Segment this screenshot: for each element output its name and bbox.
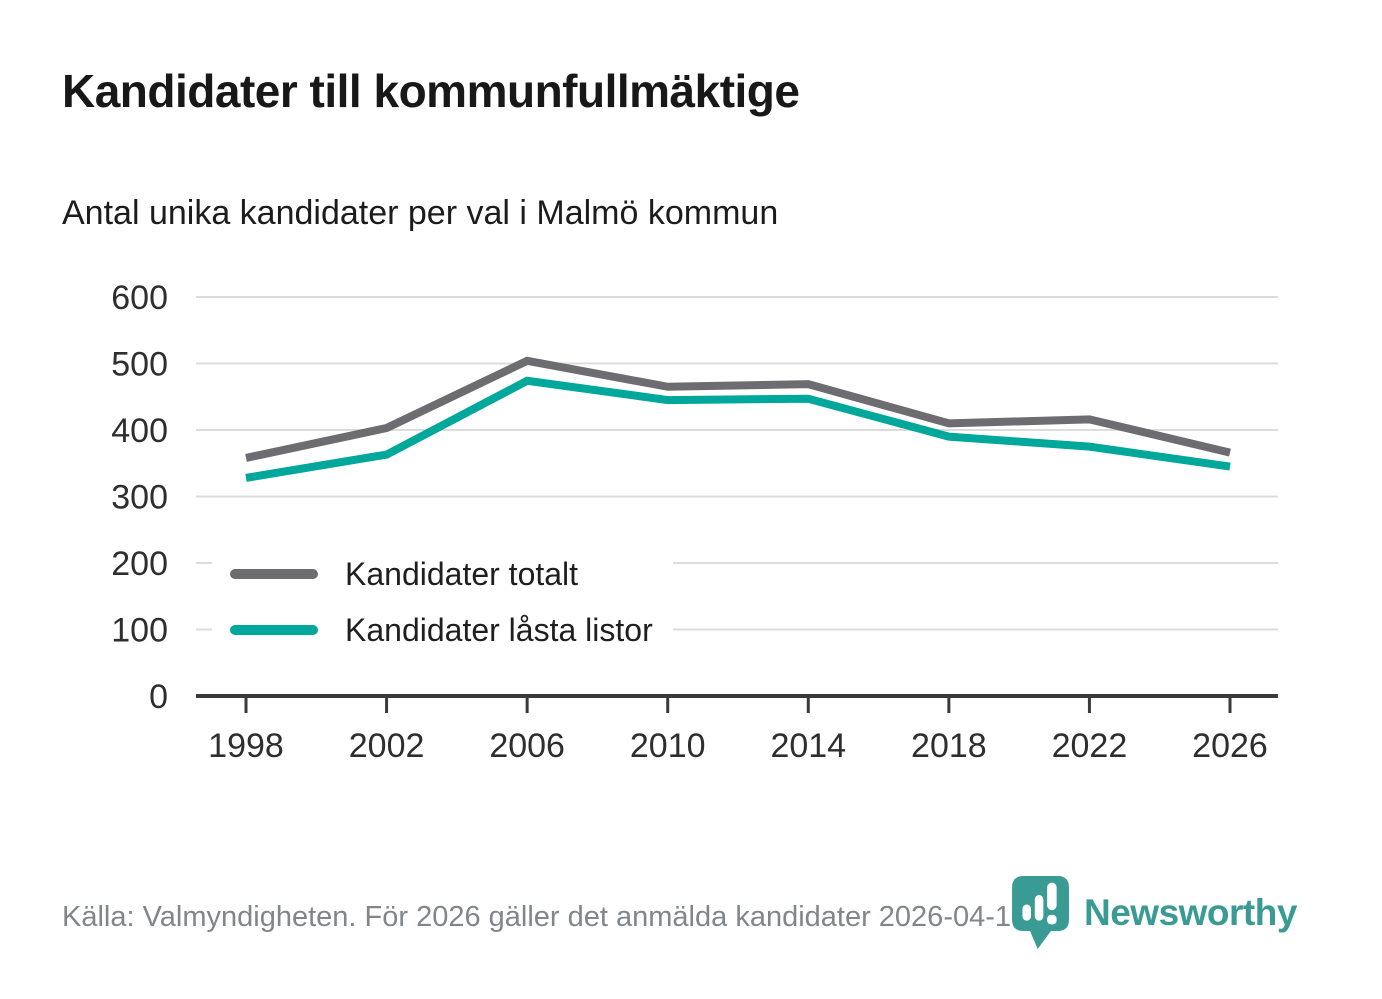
y-axis-tick-label: 400 (111, 412, 168, 450)
x-axis-tick-label: 1998 (208, 727, 284, 765)
x-axis-tick-label: 2002 (349, 727, 425, 765)
chart-subtitle: Antal unika kandidater per val i Malmö k… (62, 194, 779, 232)
legend-line-swatch-total (230, 569, 318, 579)
y-axis-tick-label: 0 (149, 678, 168, 716)
legend-label-total: Kandidater totalt (345, 556, 579, 592)
series-line-0 (245, 356, 1231, 462)
legend-item-locked-lists: Kandidater låsta listor (230, 611, 653, 649)
legend-item-total: Kandidater totalt (230, 555, 653, 593)
newsworthy-wordmark: Newsworthy (1084, 892, 1297, 933)
x-axis-tick-label: 2022 (1052, 727, 1128, 765)
series-line-1 (245, 376, 1231, 482)
y-axis-tick-label: 300 (111, 479, 168, 517)
y-axis-tick-label: 500 (111, 346, 168, 384)
x-axis-tick-label: 2018 (911, 727, 987, 765)
legend-label-locked-lists: Kandidater låsta listor (345, 612, 653, 648)
page-title: Kandidater till kommunfullmäktige (62, 65, 800, 117)
newsworthy-pin-icon (1012, 876, 1069, 950)
x-axis-tick-label: 2010 (630, 727, 706, 765)
x-axis-tick-label: 2026 (1192, 727, 1268, 765)
y-axis-tick-label: 100 (111, 612, 168, 650)
chart-legend: Kandidater totalt Kandidater låsta listo… (212, 547, 673, 659)
x-axis-tick-label: 2014 (770, 727, 846, 765)
source-note: Källa: Valmyndigheten. För 2026 gäller d… (62, 901, 1036, 933)
y-axis-tick-label: 600 (111, 279, 168, 317)
x-axis-tick-label: 2006 (489, 727, 565, 765)
newsworthy-logo: Newsworthy (1012, 876, 1297, 950)
y-axis-tick-label: 200 (111, 545, 168, 583)
legend-line-swatch-locked-lists (230, 625, 318, 635)
